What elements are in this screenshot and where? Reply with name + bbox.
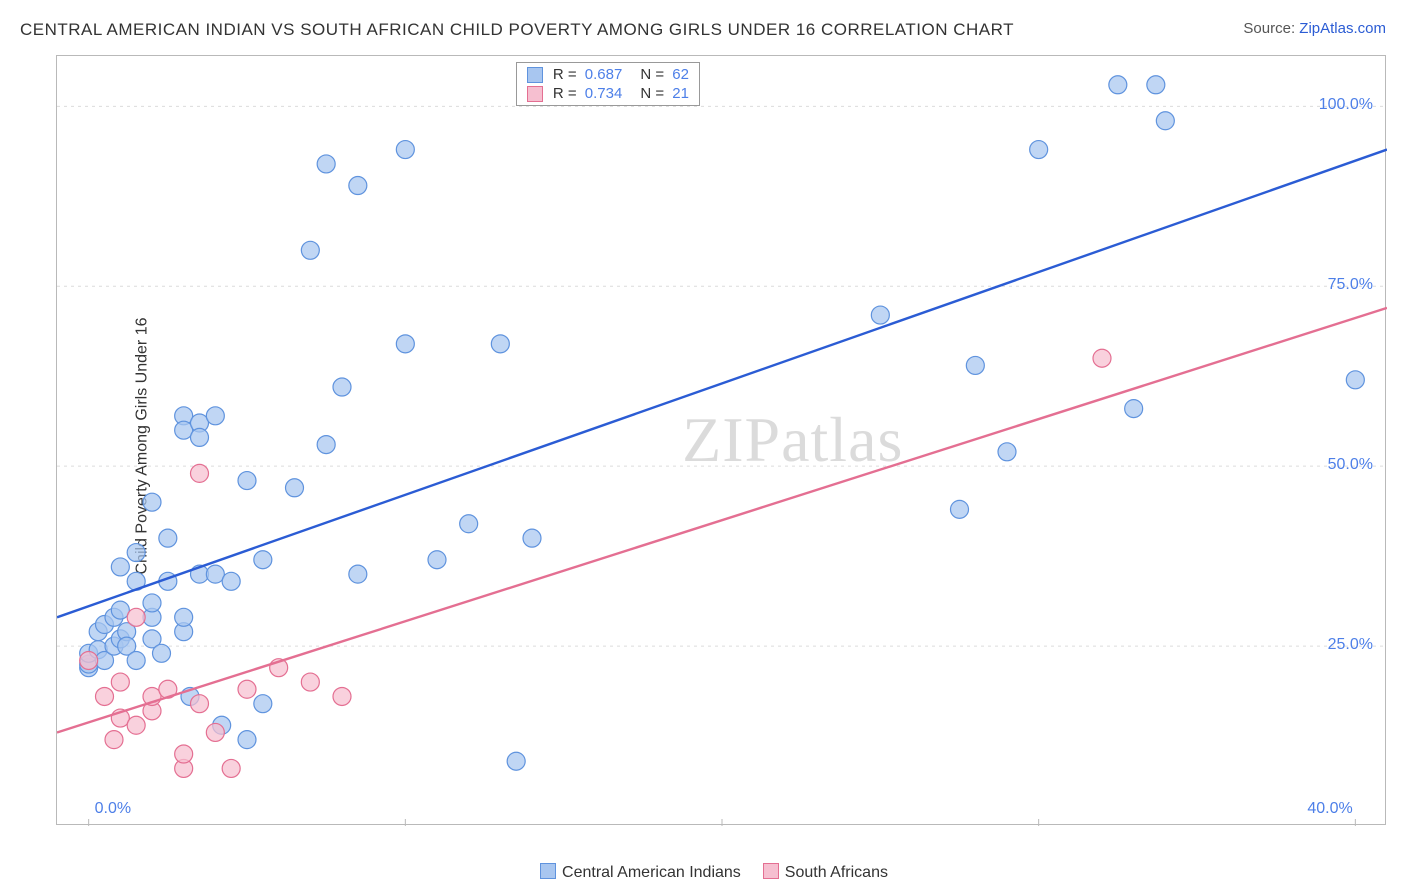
scatter-point <box>222 759 240 777</box>
source-prefix: Source: <box>1243 20 1299 37</box>
scatter-point <box>998 443 1016 461</box>
scatter-point <box>333 378 351 396</box>
scatter-point <box>460 515 478 533</box>
scatter-point <box>951 500 969 518</box>
scatter-point <box>127 651 145 669</box>
scatter-svg <box>57 56 1387 826</box>
scatter-point <box>206 723 224 741</box>
scatter-point <box>1147 76 1165 94</box>
scatter-point <box>396 141 414 159</box>
scatter-point <box>871 306 889 324</box>
plot-area: ZIPatlas R = 0.687N = 62R = 0.734N = 21 … <box>56 55 1386 825</box>
stats-r-value: 0.734 <box>585 85 623 102</box>
scatter-point <box>491 335 509 353</box>
x-axis-legend: Central American Indians South Africans <box>0 863 1406 882</box>
source-link[interactable]: ZipAtlas.com <box>1299 20 1386 37</box>
chart-title: CENTRAL AMERICAN INDIAN VS SOUTH AFRICAN… <box>20 20 1014 40</box>
y-tick-label: 75.0% <box>1328 276 1373 294</box>
scatter-point <box>238 731 256 749</box>
scatter-point <box>286 479 304 497</box>
scatter-point <box>143 493 161 511</box>
scatter-point <box>111 673 129 691</box>
scatter-point <box>105 731 123 749</box>
scatter-point <box>127 608 145 626</box>
trend-line <box>57 308 1387 733</box>
scatter-point <box>1093 349 1111 367</box>
stats-r-label: R = <box>553 85 581 102</box>
source-attribution: Source: ZipAtlas.com <box>1243 20 1386 37</box>
scatter-point <box>254 551 272 569</box>
scatter-point <box>96 687 114 705</box>
stats-n-value: 21 <box>672 85 689 102</box>
stats-legend-box: R = 0.687 N = 62 R = 0.734 N = 21 <box>516 62 700 106</box>
y-tick-label: 50.0% <box>1328 456 1373 474</box>
scatter-point <box>1030 141 1048 159</box>
y-tick-label: 100.0% <box>1319 96 1373 114</box>
stats-row: R = 0.734 N = 21 <box>517 84 699 103</box>
stats-r-label: R = <box>553 66 581 83</box>
y-tick-label: 25.0% <box>1328 636 1373 654</box>
legend-label: Central American Indians <box>562 864 741 881</box>
chart-container: CENTRAL AMERICAN INDIAN VS SOUTH AFRICAN… <box>0 0 1406 892</box>
scatter-point <box>1109 76 1127 94</box>
scatter-point <box>1346 371 1364 389</box>
scatter-point <box>507 752 525 770</box>
x-tick-label: 0.0% <box>95 800 131 818</box>
scatter-point <box>254 695 272 713</box>
scatter-point <box>111 558 129 576</box>
legend-label: South Africans <box>785 864 888 881</box>
stats-n-value: 62 <box>672 66 689 83</box>
scatter-point <box>238 680 256 698</box>
scatter-point <box>428 551 446 569</box>
scatter-point <box>523 529 541 547</box>
scatter-point <box>127 716 145 734</box>
scatter-point <box>222 572 240 590</box>
legend-swatch <box>527 86 543 102</box>
stats-n-label: N = <box>640 85 668 102</box>
scatter-point <box>127 544 145 562</box>
scatter-point <box>301 673 319 691</box>
scatter-point <box>966 356 984 374</box>
scatter-point <box>317 436 335 454</box>
legend-swatch <box>540 863 556 879</box>
scatter-point <box>1156 112 1174 130</box>
stats-row: R = 0.687 N = 62 <box>517 65 699 84</box>
scatter-point <box>143 594 161 612</box>
trend-line <box>57 150 1387 618</box>
scatter-point <box>153 644 171 662</box>
scatter-point <box>175 608 193 626</box>
stats-r-value: 0.687 <box>585 66 623 83</box>
scatter-point <box>191 464 209 482</box>
scatter-point <box>349 565 367 583</box>
scatter-point <box>301 241 319 259</box>
scatter-point <box>191 428 209 446</box>
scatter-point <box>80 651 98 669</box>
scatter-point <box>206 407 224 425</box>
scatter-point <box>333 687 351 705</box>
legend-swatch <box>763 863 779 879</box>
scatter-point <box>159 529 177 547</box>
scatter-point <box>1125 400 1143 418</box>
scatter-point <box>175 745 193 763</box>
x-tick-label: 40.0% <box>1307 800 1352 818</box>
scatter-point <box>317 155 335 173</box>
stats-n-label: N = <box>640 66 668 83</box>
scatter-point <box>238 472 256 490</box>
scatter-point <box>191 695 209 713</box>
scatter-point <box>396 335 414 353</box>
scatter-point <box>349 177 367 195</box>
legend-swatch <box>527 67 543 83</box>
